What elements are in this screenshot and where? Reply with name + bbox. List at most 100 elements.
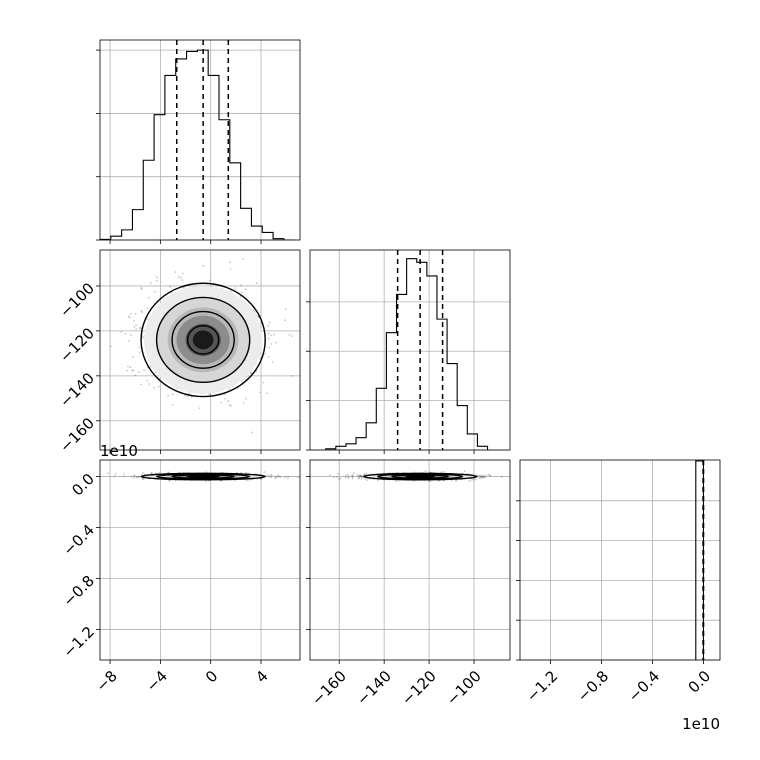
sample-point — [363, 473, 366, 475]
sample-point — [270, 343, 273, 345]
sample-point — [352, 472, 355, 474]
sample-point — [114, 472, 117, 475]
sample-point — [140, 326, 142, 329]
sample-point — [270, 474, 273, 477]
y-tick-label: −1.2 — [60, 623, 98, 661]
sample-point — [244, 378, 247, 381]
sample-point — [242, 258, 245, 260]
sample-point — [284, 319, 287, 322]
sample-point — [424, 470, 427, 473]
sample-point — [234, 287, 237, 290]
sample-point — [287, 475, 290, 478]
sample-point — [351, 474, 354, 476]
histogram-step — [695, 460, 704, 660]
sample-point — [358, 474, 361, 477]
sample-point — [478, 474, 481, 477]
sample-point — [155, 276, 158, 279]
sample-point — [204, 471, 207, 474]
y-tick-label: −0.8 — [60, 572, 98, 610]
sample-point — [229, 261, 232, 264]
sample-point — [83, 352, 85, 354]
sample-point — [120, 331, 123, 333]
contour-line — [140, 472, 266, 481]
x-tick-label: 4 — [252, 667, 271, 686]
sample-point — [264, 353, 266, 355]
sample-point — [288, 333, 291, 336]
sample-point — [190, 395, 193, 398]
sample-point — [127, 315, 130, 318]
sample-point — [138, 347, 141, 349]
sample-point — [133, 477, 135, 479]
sample-point — [260, 322, 263, 325]
x-tick-label: −100 — [443, 667, 485, 709]
x-tick-label: −0.8 — [574, 667, 612, 705]
density-band — [192, 330, 214, 350]
sample-point — [168, 479, 171, 482]
sample-point — [470, 479, 473, 481]
sample-point — [239, 295, 242, 298]
x-tick-label: −140 — [353, 667, 395, 709]
contour-line — [376, 473, 464, 480]
sample-point — [344, 474, 347, 477]
sample-point — [265, 474, 268, 477]
sample-point — [475, 478, 478, 481]
sample-point — [482, 476, 485, 479]
sample-point — [517, 479, 519, 481]
sample-point — [296, 476, 299, 479]
sample-point — [253, 311, 256, 313]
sample-point — [267, 324, 270, 327]
sample-point — [287, 477, 289, 480]
sample-point — [344, 476, 347, 479]
sample-point — [268, 475, 271, 478]
sample-point — [272, 333, 275, 336]
sample-point — [220, 401, 223, 404]
sample-point — [229, 404, 232, 407]
sample-point — [167, 394, 170, 397]
sample-point — [177, 276, 180, 278]
sample-point — [276, 476, 278, 478]
sample-point — [360, 475, 363, 478]
sample-point — [228, 404, 231, 406]
x-tick-label: −160 — [308, 667, 350, 709]
sample-point — [141, 478, 144, 480]
sample-point — [181, 279, 183, 282]
sample-point — [351, 475, 353, 477]
scatter1-frame — [99, 249, 301, 451]
sample-point — [140, 383, 142, 386]
sample-point — [135, 475, 138, 478]
histogram-panel-2 — [306, 249, 511, 454]
sample-point — [487, 473, 490, 476]
sample-point — [147, 296, 150, 299]
sample-point — [141, 311, 144, 314]
y-tick-label: −120 — [56, 324, 98, 366]
sample-point — [274, 341, 277, 344]
sample-point — [135, 328, 138, 331]
sample-point — [483, 475, 486, 478]
x-tick-label: −8 — [92, 667, 120, 695]
sample-point — [251, 431, 253, 434]
sample-point — [137, 371, 140, 373]
contour-line — [391, 474, 450, 479]
y-tick-label: −160 — [56, 414, 98, 456]
sample-point — [482, 475, 485, 477]
sample-point — [181, 272, 184, 275]
sample-point — [143, 369, 146, 372]
sample-point — [337, 473, 340, 475]
sample-point — [472, 478, 475, 481]
x-tick-label: −4 — [143, 667, 171, 695]
sample-point — [133, 326, 136, 328]
sample-point — [270, 476, 273, 478]
sample-point — [122, 473, 125, 475]
scatter-panel-1 — [83, 249, 301, 454]
sample-point — [150, 365, 152, 368]
sample-point — [202, 264, 205, 267]
sample-point — [357, 475, 360, 478]
sample-point — [463, 470, 466, 473]
sample-point — [148, 383, 151, 385]
sample-point — [132, 355, 135, 358]
sample-point — [138, 327, 141, 330]
sample-point — [336, 475, 338, 478]
sample-point — [478, 477, 481, 480]
sample-point — [480, 476, 483, 479]
sample-point — [481, 475, 484, 477]
